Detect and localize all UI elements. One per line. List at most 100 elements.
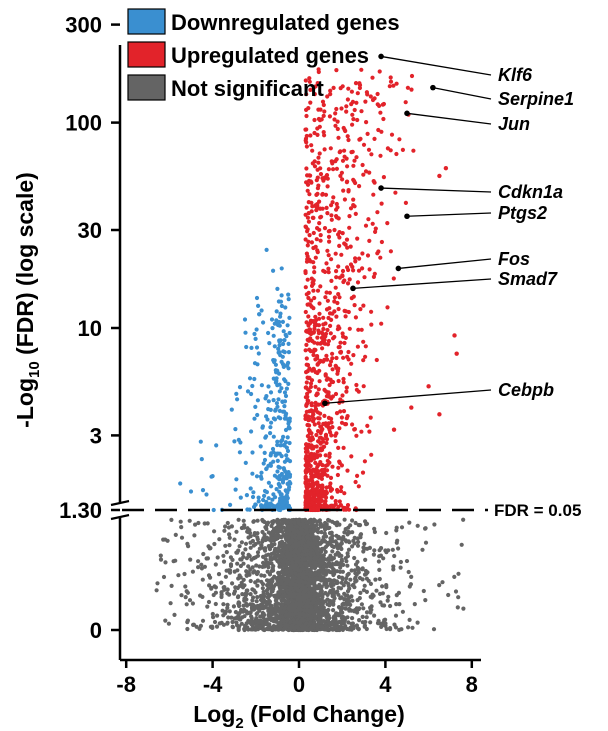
downregulated-point [243,460,248,465]
downregulated-point [282,467,287,472]
downregulated-point [283,393,289,399]
downregulated-point [273,453,278,458]
not-significant-point [184,602,189,607]
not-significant-point [377,567,382,573]
not-significant-point [423,526,428,531]
not-significant-point [290,574,295,579]
not-significant-point [251,588,257,593]
upregulated-point [324,377,329,382]
not-significant-point [198,623,203,629]
downregulated-point [280,362,286,367]
upregulated-point [315,464,320,469]
not-significant-point [283,585,288,590]
upregulated-point [336,465,341,470]
downregulated-point [250,383,255,389]
upregulated-point [342,127,347,133]
not-significant-point [245,625,250,630]
upregulated-point [314,473,319,479]
upregulated-point [352,107,357,113]
not-significant-point [350,530,355,535]
not-significant-point [154,588,159,593]
not-significant-point [372,613,377,618]
upregulated-point [379,321,384,326]
not-significant-point [322,627,327,632]
not-significant-point [316,530,321,535]
upregulated-point [345,503,351,508]
not-significant-point [345,593,350,598]
upregulated-point [327,382,332,388]
downregulated-point [286,504,291,509]
not-significant-point [260,586,265,591]
downregulated-point [264,394,269,399]
upregulated-point [305,449,310,454]
not-significant-point [276,518,281,524]
upregulated-point [361,384,366,389]
not-significant-point [255,537,260,542]
upregulated-point [316,416,321,421]
downregulated-point [281,329,286,334]
not-significant-point [312,580,317,586]
upregulated-point [312,422,317,427]
not-significant-point [348,602,353,608]
upregulated-point [379,129,384,134]
upregulated-point [357,85,362,91]
not-significant-point [324,577,329,583]
upregulated-point [328,92,333,97]
not-significant-point [325,584,330,589]
not-significant-point [262,594,267,599]
not-significant-point [272,537,277,542]
not-significant-point [347,608,352,613]
upregulated-point [312,92,317,97]
not-significant-point [459,542,464,547]
not-significant-point [291,591,296,597]
not-significant-point [163,618,168,623]
downregulated-point [259,470,264,475]
upregulated-point [318,238,323,243]
downregulated-point [287,485,292,490]
not-significant-point [346,620,351,625]
not-significant-point [229,615,234,620]
upregulated-point [369,452,374,457]
not-significant-point [350,598,355,603]
not-significant-point [230,619,235,625]
not-significant-point [303,604,308,610]
not-significant-point [356,607,361,612]
not-significant-point [320,595,325,600]
not-significant-point [290,562,295,567]
upregulated-point [388,75,393,80]
not-significant-point [334,579,339,584]
upregulated-point [340,158,346,163]
upregulated-point [323,453,328,458]
upregulated-point [307,79,312,84]
not-significant-point [235,595,241,600]
upregulated-point [330,425,335,430]
not-significant-point [353,562,359,567]
upregulated-point [308,87,313,92]
not-significant-point [222,528,227,533]
not-significant-point [212,619,218,625]
upregulated-point [310,338,315,344]
upregulated-point [353,259,358,264]
not-significant-point [329,626,334,631]
upregulated-point [321,315,326,320]
upregulated-point [326,266,331,271]
not-significant-point [331,587,336,592]
not-significant-point [185,620,190,625]
upregulated-point [368,415,373,420]
not-significant-point [286,594,291,599]
not-significant-point [344,597,349,603]
downregulated-point [268,390,274,395]
downregulated-point [255,398,260,403]
not-significant-point [378,546,384,551]
not-significant-point [288,557,293,562]
not-significant-point [196,559,201,564]
downregulated-point [250,471,255,476]
not-significant-point [351,624,356,629]
not-significant-point [190,569,195,574]
upregulated-point [317,435,322,440]
upregulated-point [315,226,320,231]
not-significant-point [192,533,197,538]
upregulated-point [343,314,348,319]
not-significant-point [244,573,249,578]
not-significant-point [264,535,270,540]
